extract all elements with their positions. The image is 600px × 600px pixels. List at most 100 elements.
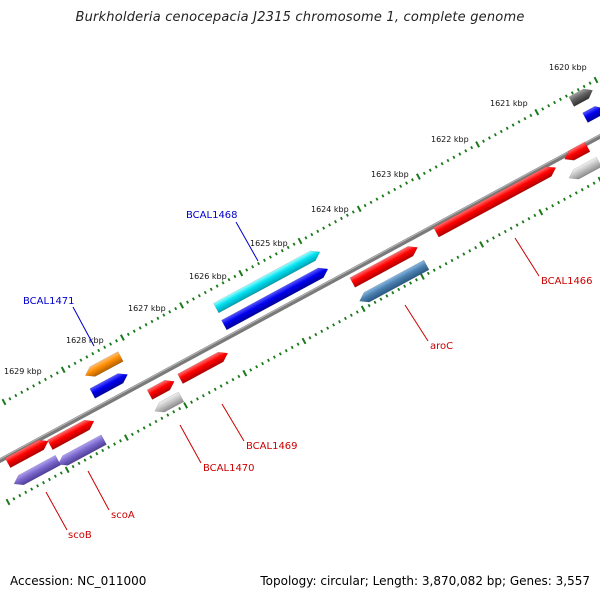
minor-tick bbox=[20, 390, 24, 394]
gene-scoA-red[interactable] bbox=[47, 416, 96, 451]
minor-tick bbox=[373, 300, 377, 305]
minor-tick bbox=[332, 323, 336, 327]
minor-tick bbox=[168, 310, 172, 314]
gene-aroC-red[interactable] bbox=[349, 243, 420, 288]
minor-tick bbox=[369, 200, 373, 205]
gene-label-bcal1470[interactable]: BCAL1470 bbox=[203, 463, 255, 474]
minor-tick bbox=[458, 152, 462, 156]
callout-line-bcal1470 bbox=[179, 424, 202, 464]
gene-scoB[interactable] bbox=[11, 454, 61, 488]
gene-1621[interactable] bbox=[568, 85, 595, 107]
gene-label-aroC[interactable]: aroC bbox=[430, 341, 453, 352]
gene-label-scoB[interactable]: scoB bbox=[68, 530, 92, 541]
minor-tick bbox=[468, 249, 472, 253]
gene-label-bcal1471[interactable]: BCAL1471 bbox=[23, 296, 75, 307]
minor-tick bbox=[59, 471, 63, 475]
minor-tick bbox=[130, 432, 134, 437]
lower-tick-row bbox=[5, 176, 600, 506]
minor-tick bbox=[527, 216, 531, 221]
minor-tick bbox=[284, 349, 288, 353]
kbp-label: 1626 kbp bbox=[189, 272, 227, 281]
gene-1626-blue[interactable] bbox=[221, 264, 330, 331]
minor-tick bbox=[482, 139, 485, 143]
kbp-label: 1623 kbp bbox=[371, 170, 409, 179]
minor-tick bbox=[391, 291, 395, 295]
minor-tick bbox=[172, 410, 176, 414]
gene-label-bcal1469[interactable]: BCAL1469 bbox=[246, 441, 298, 452]
major-tick bbox=[238, 269, 244, 277]
minor-tick bbox=[426, 271, 430, 276]
minor-tick bbox=[142, 426, 146, 430]
minor-tick bbox=[355, 310, 359, 314]
minor-tick bbox=[154, 419, 158, 424]
minor-tick bbox=[263, 258, 266, 262]
callout-line-scoA bbox=[87, 470, 110, 511]
minor-tick bbox=[310, 232, 314, 237]
gene-bcal1469[interactable] bbox=[177, 348, 231, 385]
minor-tick bbox=[545, 207, 549, 211]
minor-tick bbox=[190, 400, 193, 404]
minor-tick bbox=[215, 284, 219, 288]
major-tick bbox=[64, 466, 70, 474]
gene-1620-blue[interactable] bbox=[582, 103, 600, 123]
minor-tick bbox=[89, 455, 93, 459]
minor-tick bbox=[474, 245, 478, 250]
minor-tick bbox=[160, 416, 164, 420]
gene-1622-gray[interactable] bbox=[566, 156, 600, 183]
minor-tick bbox=[499, 129, 503, 134]
major-tick bbox=[475, 141, 481, 148]
minor-tick bbox=[233, 274, 237, 279]
major-tick bbox=[179, 302, 185, 309]
gene-1628-blue[interactable] bbox=[89, 370, 130, 399]
minor-tick bbox=[237, 374, 241, 379]
gene-1622-red[interactable] bbox=[562, 141, 591, 164]
gene-label-scoA[interactable]: scoA bbox=[111, 510, 135, 521]
minor-tick bbox=[26, 387, 30, 391]
minor-tick bbox=[219, 384, 223, 388]
kbp-label: 1624 kbp bbox=[311, 205, 349, 214]
gene-scoA[interactable] bbox=[56, 434, 107, 469]
kbp-label: 1620 kbp bbox=[549, 63, 587, 72]
chromosome-backbone bbox=[0, 133, 600, 464]
gene-label-bcal1468[interactable]: BCAL1468 bbox=[186, 210, 238, 221]
minor-tick bbox=[367, 303, 371, 308]
gene-labels: BCAL1468 BCAL1471 BCAL1466 aroC BCAL1469… bbox=[23, 210, 593, 541]
minor-tick bbox=[73, 361, 77, 366]
gene-features bbox=[4, 85, 600, 488]
minor-tick bbox=[296, 342, 300, 346]
minor-tick bbox=[580, 188, 584, 192]
minor-tick bbox=[385, 294, 389, 298]
minor-tick bbox=[339, 216, 343, 221]
minor-tick bbox=[434, 165, 438, 169]
gene-bcal1468[interactable] bbox=[213, 247, 322, 314]
major-tick bbox=[415, 173, 421, 180]
gene-bcal1466[interactable] bbox=[433, 163, 559, 238]
minor-tick bbox=[505, 126, 509, 130]
minor-tick bbox=[553, 100, 557, 105]
minor-tick bbox=[186, 300, 189, 304]
minor-tick bbox=[257, 261, 261, 266]
major-tick bbox=[360, 305, 366, 313]
minor-tick bbox=[387, 191, 391, 195]
gene-scoB-red[interactable] bbox=[4, 436, 51, 469]
gene-bcal1470[interactable] bbox=[152, 391, 185, 416]
kbp-label: 1625 kbp bbox=[250, 239, 288, 248]
gene-label-bcal1466[interactable]: BCAL1466 bbox=[541, 276, 593, 287]
minor-tick bbox=[397, 287, 401, 292]
major-tick bbox=[538, 208, 544, 216]
gene-bcal1471[interactable] bbox=[83, 351, 124, 381]
minor-tick bbox=[574, 191, 578, 195]
minor-tick bbox=[399, 184, 403, 188]
minor-tick bbox=[588, 81, 592, 85]
minor-tick bbox=[517, 120, 521, 124]
minor-tick bbox=[174, 306, 178, 311]
gene-aroC[interactable] bbox=[357, 259, 430, 306]
minor-tick bbox=[564, 94, 568, 98]
gene-bcal1470-red[interactable] bbox=[146, 377, 177, 400]
minor-tick bbox=[511, 123, 515, 127]
minor-tick bbox=[221, 281, 225, 285]
minor-tick bbox=[47, 477, 51, 482]
minor-tick bbox=[95, 452, 99, 456]
minor-tick bbox=[563, 197, 566, 201]
